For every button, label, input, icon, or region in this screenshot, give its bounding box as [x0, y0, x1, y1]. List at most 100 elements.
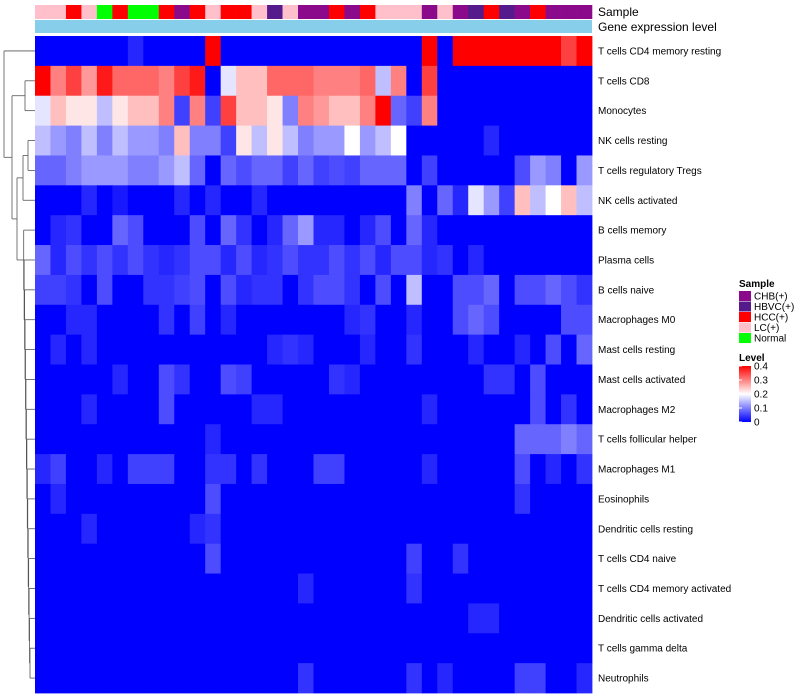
heatmap-cell [499, 543, 516, 574]
heatmap-cell [298, 125, 314, 156]
heatmap-cell [530, 155, 546, 186]
heatmap-cell [499, 304, 516, 336]
heatmap-cell [406, 603, 423, 634]
heatmap-cell [561, 95, 577, 126]
heatmap-cell [96, 543, 113, 574]
heatmap-cell [545, 394, 562, 425]
heatmap-cell [344, 663, 361, 694]
heatmap-cell [359, 304, 376, 336]
heatmap-cell [421, 185, 438, 216]
heatmap-cell [174, 633, 191, 664]
heatmap-cell [189, 304, 206, 336]
heatmap-cell [390, 95, 407, 126]
heatmap-cell [328, 364, 345, 395]
heatmap-cell [174, 364, 191, 395]
heatmap-cell [189, 424, 206, 455]
heatmap-cell [406, 454, 423, 485]
heatmap-cell [421, 215, 438, 246]
heatmap-cell [421, 663, 438, 694]
heatmap-cell [282, 155, 299, 186]
heatmap-cell [328, 65, 345, 97]
heatmap-cell [81, 215, 98, 246]
heatmap-cell [267, 603, 283, 634]
row-label: T cells follicular helper [598, 435, 697, 446]
heatmap-cell [81, 364, 98, 395]
heatmap-cell [530, 125, 546, 156]
heatmap-cell [437, 215, 454, 246]
heatmap-cell [390, 334, 407, 365]
heatmap-cell [127, 663, 144, 694]
heatmap-cell [468, 304, 485, 336]
heatmap-cell [421, 334, 438, 365]
heatmap-cell [282, 543, 299, 574]
heatmap-cell [81, 603, 98, 634]
heatmap-cell [236, 95, 253, 126]
heatmap-cell [50, 663, 67, 694]
heatmap-cell [174, 573, 191, 604]
heatmap-cell [143, 65, 160, 97]
heatmap-cell [499, 215, 516, 246]
heatmap-cell [298, 215, 314, 246]
heatmap-cell [112, 633, 129, 664]
heatmap-cell [499, 36, 516, 67]
heatmap-cell [267, 65, 283, 97]
heatmap-cell [158, 394, 175, 425]
heatmap-cell [298, 513, 314, 545]
heatmap-cell [499, 95, 516, 126]
heatmap-cell [251, 513, 268, 545]
heatmap-cell [468, 215, 485, 246]
heatmap-cell [50, 394, 67, 425]
heatmap-cell [545, 454, 562, 485]
heatmap-cell [298, 334, 314, 365]
heatmap-cell [390, 65, 407, 97]
sample-annotation-cell [499, 5, 515, 19]
heatmap-cell [483, 304, 500, 336]
level-tick-label: 0.3 [754, 376, 768, 387]
heatmap-cell [205, 603, 222, 634]
heatmap-cell [127, 513, 144, 545]
heatmap-cell [344, 304, 361, 336]
heatmap-cell [96, 364, 113, 395]
heatmap-cell [81, 125, 98, 156]
heatmap-cell [390, 633, 407, 664]
heatmap-cell [143, 513, 160, 545]
heatmap-cell [545, 304, 562, 336]
heatmap-cell [174, 185, 191, 216]
heatmap-cell [483, 513, 500, 545]
row-label: Monocytes [598, 106, 646, 117]
heatmap-cell [328, 454, 345, 485]
heatmap-cell [421, 364, 438, 395]
legend-label: Normal [754, 334, 786, 345]
heatmap-cell [437, 663, 454, 694]
heatmap-cell [298, 394, 314, 425]
row-labels: T cells CD4 memory resting T cells CD8 Mon… [598, 46, 731, 684]
heatmap-cell [35, 603, 51, 634]
heatmap-cell [344, 215, 361, 246]
heatmap-cell [452, 274, 469, 306]
heatmap-cell [452, 245, 469, 276]
heatmap-cell [96, 304, 113, 336]
heatmap-cell [174, 245, 191, 276]
heatmap-cell [375, 95, 392, 126]
heatmap-cell [50, 543, 67, 574]
heatmap-cell [452, 364, 469, 395]
heatmap-cell [390, 245, 407, 276]
heatmap-cell [514, 334, 531, 365]
heatmap-cell [205, 95, 222, 126]
heatmap-cell [143, 95, 160, 126]
heatmap-cell [298, 364, 314, 395]
heatmap-cell [158, 424, 175, 455]
sample-annotation-cell [251, 5, 268, 19]
heatmap-cell [313, 483, 330, 515]
heatmap-cell [437, 125, 454, 156]
heatmap-cell [344, 483, 361, 515]
row-label: Neutrophils [598, 674, 649, 685]
heatmap-cell [406, 543, 423, 574]
heatmap-cell [576, 424, 593, 455]
heatmap-cell [545, 125, 562, 156]
heatmap-cell [158, 543, 175, 574]
heatmap-cell [390, 185, 407, 216]
heatmap-cell [328, 36, 345, 67]
heatmap-cell [530, 65, 546, 97]
heatmap-cell [499, 155, 516, 186]
